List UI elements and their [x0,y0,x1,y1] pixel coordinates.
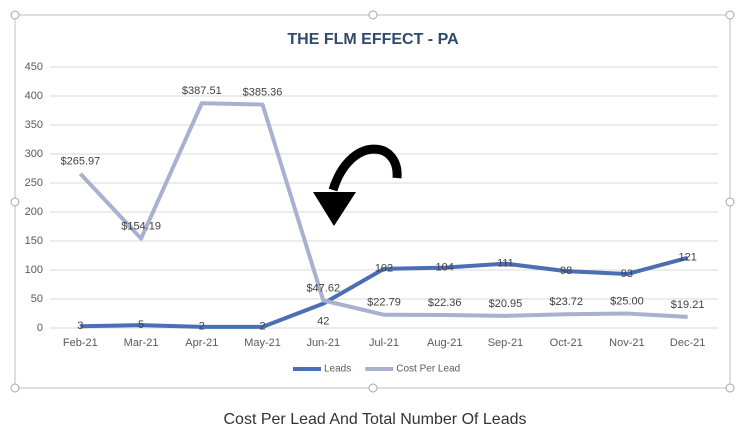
series-line [80,255,689,329]
series-line [78,101,688,319]
data-label: 42 [317,316,329,328]
y-tick-label: 300 [25,148,43,160]
x-tick-label: May-21 [244,337,281,349]
data-label: 98 [560,265,572,277]
frame-handles [10,10,735,393]
x-tick-label: Sep-21 [488,337,523,349]
data-label: $385.36 [243,86,283,98]
data-label: 111 [497,258,514,270]
y-tick-label: 400 [25,90,43,102]
x-tick-label: Mar-21 [124,337,159,349]
x-tick-label: Jun-21 [306,337,340,349]
data-label: 93 [621,268,633,280]
data-label: $47.62 [306,282,340,294]
data-label: $154.19 [121,220,161,232]
caption: Cost Per Lead And Total Number Of Leads [224,411,527,428]
legend-label: Cost Per Lead [396,364,460,375]
chart-frame [14,14,731,389]
x-tick-label: Jul-21 [369,337,399,349]
data-label: $25.00 [610,295,644,307]
data-label: $22.79 [367,297,401,309]
y-tick-label: 0 [37,322,43,334]
data-label: 2 [259,321,265,333]
arrow-head [313,192,356,226]
chart-title: THE FLM EFFECT - PA [287,31,459,48]
y-tick-label: 450 [25,61,43,73]
data-label: $22.36 [428,297,462,309]
data-label: 121 [678,252,696,264]
y-tick-label: 200 [25,206,43,218]
data-label: 104 [436,262,454,274]
data-label: $387.51 [182,85,222,97]
y-tick-label: 350 [25,119,43,131]
x-tick-label: Dec-21 [670,337,705,349]
y-tick-label: 100 [25,264,43,276]
data-label: 2 [199,321,205,333]
y-tick-label: 50 [31,293,43,305]
data-label: $19.21 [671,299,705,311]
arrow [328,144,402,192]
data-label: $23.72 [549,296,583,308]
x-tick-label: Apr-21 [185,337,218,349]
x-tick-label: Aug-21 [427,337,462,349]
data-label: $265.97 [60,156,100,168]
legend-label: Leads [324,364,351,375]
data-label: 3 [77,320,83,332]
data-label: 5 [138,319,144,331]
x-tick-label: Feb-21 [63,337,98,349]
y-tick-label: 150 [25,235,43,247]
data-label: $20.95 [489,298,523,310]
x-tick-label: Nov-21 [609,337,644,349]
data-label: 102 [375,263,393,275]
x-tick-label: Oct-21 [550,337,583,349]
y-tick-label: 250 [25,177,43,189]
